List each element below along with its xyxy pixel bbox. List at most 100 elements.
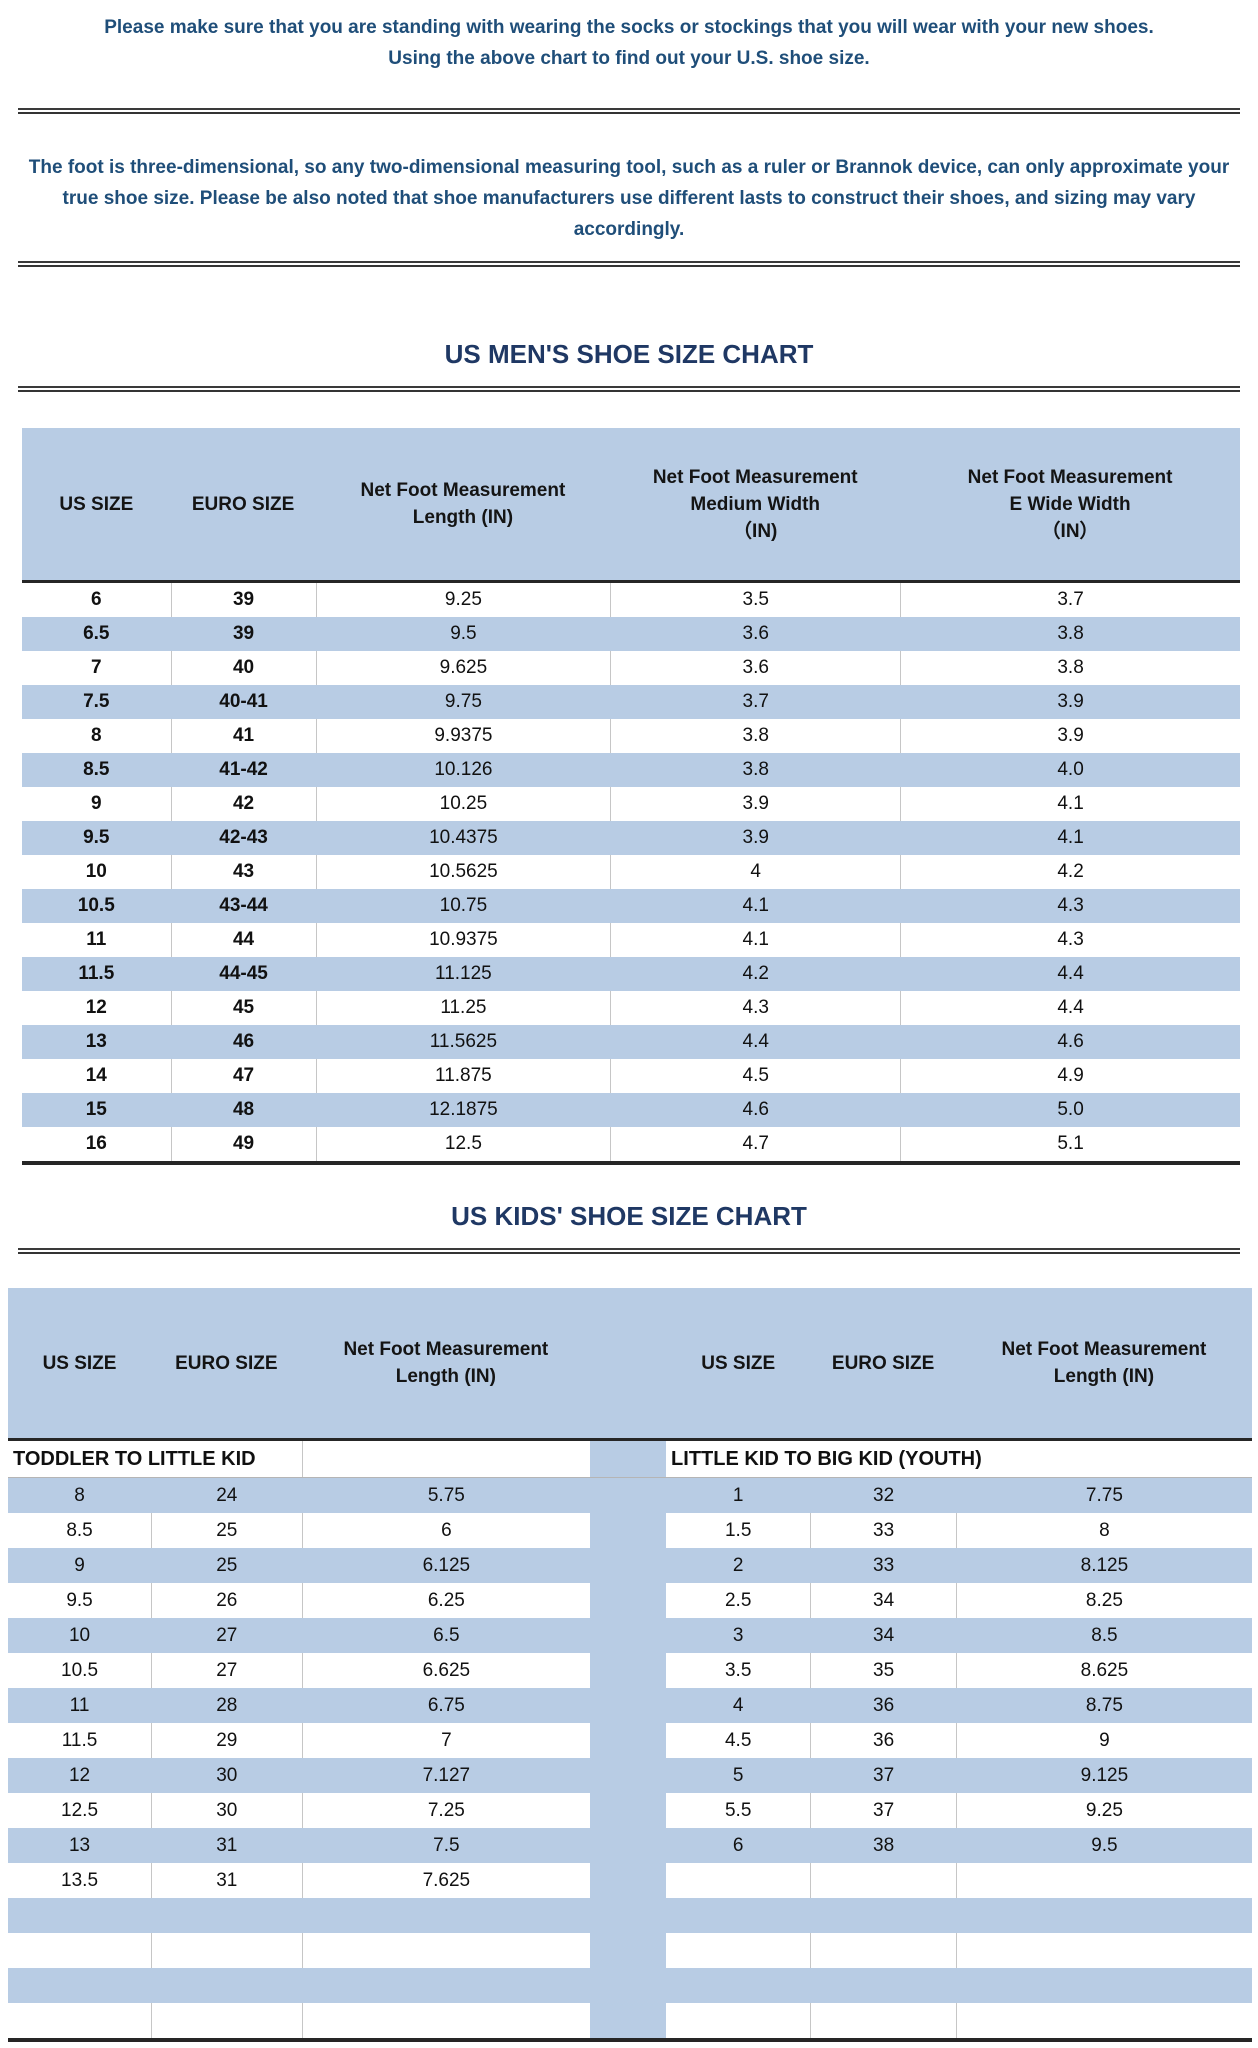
spacer-column xyxy=(590,1548,667,1583)
medium-width-cell: 3.6 xyxy=(742,623,769,644)
us-size-cell: 5 xyxy=(732,1764,744,1786)
kids-table-body: 8 24 5.75 1 32 7.75 8.5 25 6 1.5 33 8 xyxy=(8,1478,1252,2038)
header-euro-size: EURO SIZE xyxy=(831,1352,935,1374)
euro-size-cell: 37 xyxy=(873,1764,895,1786)
table-row xyxy=(8,1898,1252,1933)
us-size-cell: 10 xyxy=(85,861,107,882)
mens-table-header-row: US SIZE EURO SIZE Net Foot Measurement L… xyxy=(22,428,1240,583)
length-cell: 12.1875 xyxy=(429,1099,498,1120)
euro-size-cell xyxy=(810,2003,956,2038)
euro-size-cell xyxy=(151,1898,302,1933)
length-cell: 9.5 xyxy=(1091,1834,1118,1856)
length-cell: 11.125 xyxy=(435,963,492,984)
euro-size-cell: 25 xyxy=(216,1554,238,1576)
euro-size-cell: 40-41 xyxy=(219,691,268,712)
us-size-cell: 11 xyxy=(86,929,107,950)
divider-line xyxy=(18,108,1240,114)
kids-table-header-row: US SIZE EURO SIZE Net Foot Measurement L… xyxy=(8,1288,1252,1441)
medium-width-cell: 4.6 xyxy=(742,1099,769,1120)
length-cell: 11.25 xyxy=(315,991,611,1025)
euro-size-cell: 30 xyxy=(216,1764,238,1786)
wide-width-cell: 3.9 xyxy=(900,719,1240,753)
euro-size-cell: 29 xyxy=(151,1723,302,1758)
length-cell: 6.625 xyxy=(301,1653,591,1688)
us-size-cell: 7 xyxy=(91,657,102,678)
table-row: 11 44 10.9375 4.1 4.3 xyxy=(22,923,1240,957)
us-size-cell: 6.5 xyxy=(83,623,110,644)
euro-size-cell xyxy=(810,1863,956,1898)
length-cell: 10.9375 xyxy=(315,923,611,957)
us-size-cell: 9 xyxy=(91,793,102,814)
us-size-cell: 10.5 xyxy=(77,895,115,916)
length-cell: 7.25 xyxy=(301,1793,591,1828)
length-cell: 7 xyxy=(301,1723,591,1758)
table-row: 12 30 7.127 5 37 9.125 xyxy=(8,1758,1252,1793)
table-row xyxy=(8,2003,1252,2038)
kids-size-table: US SIZE EURO SIZE Net Foot Measurement L… xyxy=(8,1288,1252,2042)
spacer-column xyxy=(590,1513,667,1548)
length-cell: 8.25 xyxy=(955,1583,1252,1618)
divider-line xyxy=(18,1248,1240,1254)
euro-size-cell: 31 xyxy=(151,1863,302,1898)
header-us-size: US SIZE xyxy=(42,1352,117,1374)
divider-line xyxy=(18,386,1240,392)
wide-width-cell: 5.0 xyxy=(1057,1099,1084,1120)
euro-size-cell: 25 xyxy=(151,1513,302,1548)
table-row: 9 42 10.25 3.9 4.1 xyxy=(22,787,1240,821)
medium-width-cell: 3.8 xyxy=(610,719,900,753)
table-row xyxy=(8,1968,1252,2003)
intro-note: Please make sure that you are standing w… xyxy=(104,17,1154,69)
table-row: 9.5 26 6.25 2.5 34 8.25 xyxy=(8,1583,1252,1618)
length-cell: 8.75 xyxy=(1085,1694,1123,1716)
spacer-column xyxy=(590,1898,667,1933)
table-row: 9.5 42-43 10.4375 3.9 4.1 xyxy=(22,821,1240,855)
medium-width-cell: 4.4 xyxy=(742,1031,769,1052)
length-cell xyxy=(956,1968,1252,2003)
euro-size-cell: 43-44 xyxy=(219,895,268,916)
euro-size-cell: 36 xyxy=(873,1694,895,1716)
length-cell: 9.125 xyxy=(1080,1764,1129,1786)
euro-size-cell xyxy=(810,1968,956,2003)
length-cell: 10.4375 xyxy=(429,827,498,848)
us-size-cell: 13 xyxy=(85,1031,107,1052)
table-row: 9 25 6.125 2 33 8.125 xyxy=(8,1548,1252,1583)
us-size-cell: 7.5 xyxy=(83,691,110,712)
length-cell: 10.5625 xyxy=(315,855,611,889)
wide-width-cell: 3.8 xyxy=(900,651,1240,685)
euro-size-cell: 42 xyxy=(170,787,316,821)
medium-width-cell: 4.1 xyxy=(742,895,769,916)
spacer-column xyxy=(590,1688,667,1723)
wide-width-cell: 3.8 xyxy=(1057,623,1084,644)
header-us-size: US SIZE xyxy=(59,493,134,515)
header-euro-size: EURO SIZE xyxy=(191,493,295,515)
medium-width-cell: 3.9 xyxy=(610,787,900,821)
medium-width-cell: 3.7 xyxy=(742,691,769,712)
us-size-cell: 6 xyxy=(91,589,102,610)
euro-size-cell: 37 xyxy=(810,1793,956,1828)
euro-size-cell: 39 xyxy=(232,623,255,644)
medium-width-cell: 4.3 xyxy=(610,991,900,1025)
wide-width-cell: 3.9 xyxy=(1057,691,1084,712)
us-size-cell: 6 xyxy=(732,1834,744,1856)
spacer-column xyxy=(590,1653,667,1688)
euro-size-cell: 42-43 xyxy=(219,827,268,848)
euro-size-cell xyxy=(810,1933,956,1968)
medium-width-cell: 4.5 xyxy=(610,1059,900,1093)
header-length: Net Foot Measurement Length (IN) xyxy=(360,480,566,528)
us-size-cell: 14 xyxy=(85,1065,107,1086)
length-cell: 9.25 xyxy=(955,1793,1252,1828)
length-cell: 11.875 xyxy=(315,1059,611,1093)
spacer-column xyxy=(590,1828,667,1863)
euro-size-cell: 33 xyxy=(810,1513,956,1548)
length-cell: 9.25 xyxy=(315,583,611,617)
euro-size-cell xyxy=(151,1968,302,2003)
length-cell: 12.5 xyxy=(315,1127,611,1161)
wide-width-cell: 4.3 xyxy=(1057,895,1084,916)
length-cell: 7.5 xyxy=(433,1834,460,1856)
us-size-cell: 2.5 xyxy=(724,1589,752,1611)
euro-size-cell: 35 xyxy=(810,1653,956,1688)
us-size-cell xyxy=(8,1933,151,1968)
length-cell: 6.125 xyxy=(422,1554,471,1576)
wide-width-cell: 5.1 xyxy=(900,1127,1240,1161)
us-size-cell xyxy=(666,1933,810,1968)
